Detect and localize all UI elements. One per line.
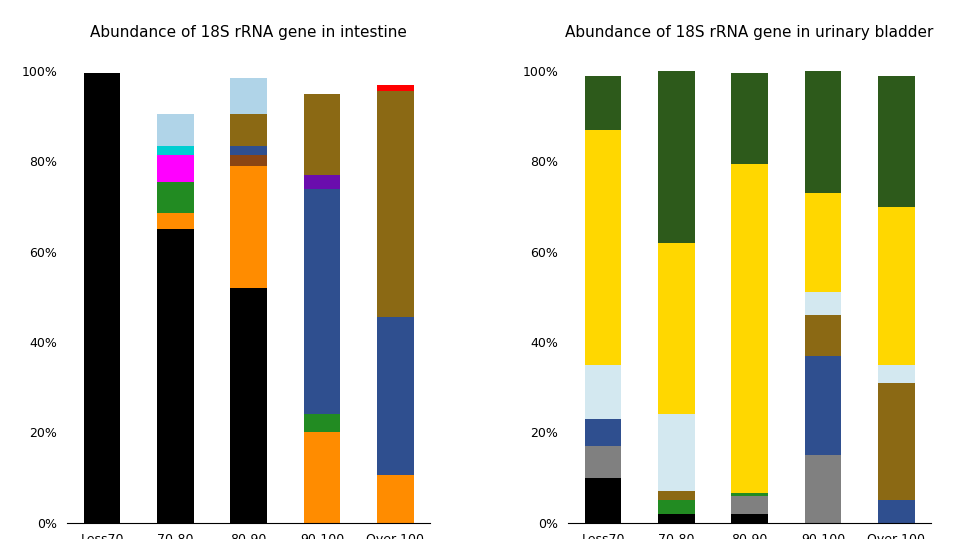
Bar (157, 155, 194, 182)
Bar (804, 193, 841, 293)
Bar (585, 478, 621, 523)
Bar (377, 317, 414, 475)
Bar (157, 229, 194, 523)
Bar (732, 164, 768, 494)
Bar (303, 189, 341, 414)
Bar (804, 293, 841, 315)
Bar (303, 432, 341, 523)
Bar (804, 71, 841, 193)
Bar (157, 146, 194, 155)
Bar (585, 75, 621, 130)
Bar (585, 419, 621, 446)
Bar (658, 243, 695, 414)
Bar (585, 446, 621, 478)
Bar (157, 114, 194, 146)
Bar (878, 75, 915, 206)
Bar (303, 175, 341, 189)
Bar (230, 146, 267, 155)
Bar (585, 130, 621, 365)
Bar (230, 288, 267, 523)
Bar (878, 500, 915, 523)
Bar (732, 73, 768, 164)
Bar (157, 182, 194, 213)
Bar (658, 414, 695, 491)
Bar (658, 514, 695, 523)
Bar (303, 94, 341, 175)
Bar (878, 206, 915, 365)
Bar (658, 491, 695, 500)
Bar (658, 71, 695, 243)
Bar (84, 73, 120, 523)
Title: Abundance of 18S rRNA gene in urinary bladder: Abundance of 18S rRNA gene in urinary bl… (565, 25, 934, 40)
Bar (230, 166, 267, 288)
Bar (804, 356, 841, 455)
Title: Abundance of 18S rRNA gene in intestine: Abundance of 18S rRNA gene in intestine (90, 25, 407, 40)
Bar (732, 496, 768, 514)
Bar (303, 414, 341, 432)
Bar (804, 455, 841, 523)
Bar (157, 213, 194, 229)
Bar (878, 365, 915, 383)
Bar (377, 475, 414, 523)
Bar (230, 155, 267, 166)
Bar (377, 85, 414, 92)
Bar (658, 500, 695, 514)
Bar (804, 315, 841, 356)
Bar (230, 78, 267, 114)
Bar (732, 494, 768, 496)
Bar (878, 383, 915, 500)
Bar (585, 365, 621, 419)
Bar (230, 114, 267, 146)
Bar (732, 514, 768, 523)
Bar (377, 92, 414, 317)
